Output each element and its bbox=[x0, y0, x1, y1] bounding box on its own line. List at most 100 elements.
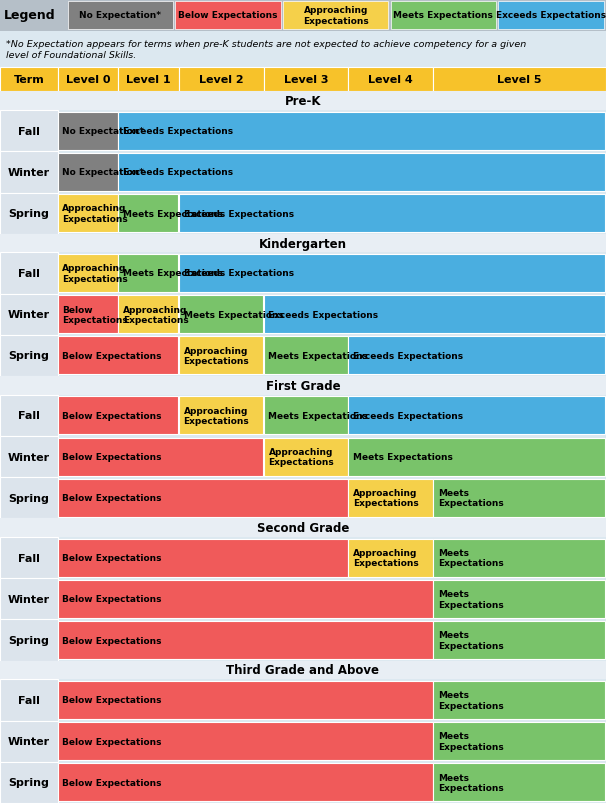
Text: Exceeds Expectations: Exceeds Expectations bbox=[184, 269, 294, 278]
FancyBboxPatch shape bbox=[433, 681, 605, 719]
Text: Exceeds Expectations: Exceeds Expectations bbox=[123, 168, 233, 177]
Text: Winter: Winter bbox=[8, 168, 50, 177]
Text: Meets Expectations: Meets Expectations bbox=[268, 411, 368, 420]
Text: Level 0: Level 0 bbox=[65, 75, 110, 85]
Text: Below Expectations: Below Expectations bbox=[62, 452, 162, 462]
Text: Approaching
Expectations: Approaching Expectations bbox=[184, 346, 249, 365]
FancyBboxPatch shape bbox=[0, 377, 606, 395]
FancyBboxPatch shape bbox=[0, 578, 58, 620]
FancyBboxPatch shape bbox=[0, 436, 58, 478]
FancyBboxPatch shape bbox=[179, 337, 263, 375]
FancyBboxPatch shape bbox=[283, 2, 388, 30]
FancyBboxPatch shape bbox=[264, 68, 348, 92]
FancyBboxPatch shape bbox=[58, 622, 433, 659]
Text: Fall: Fall bbox=[18, 127, 40, 137]
FancyBboxPatch shape bbox=[0, 111, 58, 152]
FancyBboxPatch shape bbox=[179, 195, 605, 233]
FancyBboxPatch shape bbox=[58, 539, 348, 577]
Text: Meets
Expectations: Meets Expectations bbox=[438, 772, 504, 792]
FancyBboxPatch shape bbox=[68, 2, 173, 30]
FancyBboxPatch shape bbox=[0, 294, 58, 336]
Text: Below
Expectations: Below Expectations bbox=[62, 305, 128, 324]
Text: Exceeds Expectations: Exceeds Expectations bbox=[353, 352, 464, 361]
FancyBboxPatch shape bbox=[58, 764, 433, 801]
FancyBboxPatch shape bbox=[0, 720, 58, 762]
FancyBboxPatch shape bbox=[0, 32, 606, 68]
Text: Meets Expectations: Meets Expectations bbox=[184, 310, 284, 320]
FancyBboxPatch shape bbox=[58, 153, 118, 192]
FancyBboxPatch shape bbox=[433, 764, 605, 801]
Text: Spring: Spring bbox=[8, 351, 49, 361]
FancyBboxPatch shape bbox=[348, 479, 433, 517]
Text: Approaching
Expectations: Approaching Expectations bbox=[123, 305, 188, 324]
FancyBboxPatch shape bbox=[0, 152, 58, 194]
FancyBboxPatch shape bbox=[0, 68, 58, 92]
FancyBboxPatch shape bbox=[58, 296, 118, 334]
Text: Meets
Expectations: Meets Expectations bbox=[438, 630, 504, 650]
Text: Term: Term bbox=[13, 75, 44, 85]
FancyBboxPatch shape bbox=[58, 397, 178, 434]
FancyBboxPatch shape bbox=[433, 622, 605, 659]
FancyBboxPatch shape bbox=[0, 478, 58, 519]
FancyBboxPatch shape bbox=[58, 112, 118, 150]
Text: Approaching
Expectations: Approaching Expectations bbox=[268, 447, 334, 467]
Text: Approaching
Expectations: Approaching Expectations bbox=[62, 204, 128, 223]
FancyBboxPatch shape bbox=[348, 397, 605, 434]
FancyBboxPatch shape bbox=[0, 537, 58, 578]
Text: Approaching
Expectations: Approaching Expectations bbox=[184, 406, 249, 426]
FancyBboxPatch shape bbox=[58, 580, 433, 618]
Text: Second Grade: Second Grade bbox=[257, 521, 349, 535]
FancyBboxPatch shape bbox=[0, 253, 58, 294]
FancyBboxPatch shape bbox=[264, 337, 348, 375]
Text: Fall: Fall bbox=[18, 411, 40, 421]
FancyBboxPatch shape bbox=[179, 296, 263, 334]
FancyBboxPatch shape bbox=[391, 2, 496, 30]
FancyBboxPatch shape bbox=[58, 68, 118, 92]
FancyBboxPatch shape bbox=[264, 397, 348, 434]
Text: Below Expectations: Below Expectations bbox=[62, 352, 162, 361]
Text: Level 5: Level 5 bbox=[498, 75, 542, 85]
Text: No Expectation*: No Expectation* bbox=[62, 168, 144, 177]
Text: Fall: Fall bbox=[18, 553, 40, 563]
Text: Below Expectations: Below Expectations bbox=[62, 553, 162, 562]
FancyBboxPatch shape bbox=[0, 336, 58, 377]
FancyBboxPatch shape bbox=[264, 438, 348, 476]
Text: Below Expectations: Below Expectations bbox=[62, 736, 162, 746]
Text: Kindergarten: Kindergarten bbox=[259, 237, 347, 251]
Text: Below Expectations: Below Expectations bbox=[62, 695, 162, 704]
FancyBboxPatch shape bbox=[264, 296, 605, 334]
FancyBboxPatch shape bbox=[58, 195, 118, 233]
Text: Pre-K: Pre-K bbox=[285, 95, 321, 108]
FancyBboxPatch shape bbox=[348, 539, 433, 577]
FancyBboxPatch shape bbox=[0, 194, 58, 234]
Text: Spring: Spring bbox=[8, 209, 49, 219]
FancyBboxPatch shape bbox=[58, 337, 178, 375]
Text: Winter: Winter bbox=[8, 310, 50, 320]
Text: First Grade: First Grade bbox=[265, 379, 341, 393]
FancyBboxPatch shape bbox=[179, 397, 263, 434]
FancyBboxPatch shape bbox=[58, 722, 433, 760]
Text: Spring: Spring bbox=[8, 777, 49, 788]
Text: Approaching
Expectations: Approaching Expectations bbox=[353, 548, 419, 568]
FancyBboxPatch shape bbox=[179, 68, 264, 92]
FancyBboxPatch shape bbox=[118, 195, 178, 233]
Text: Meets Expectations: Meets Expectations bbox=[393, 11, 493, 20]
Text: Fall: Fall bbox=[18, 269, 40, 279]
Text: Meets
Expectations: Meets Expectations bbox=[438, 691, 504, 710]
Text: Meets Expectations: Meets Expectations bbox=[353, 452, 453, 462]
FancyBboxPatch shape bbox=[176, 2, 281, 30]
FancyBboxPatch shape bbox=[0, 661, 606, 679]
FancyBboxPatch shape bbox=[498, 2, 604, 30]
FancyBboxPatch shape bbox=[433, 479, 605, 517]
Text: Meets
Expectations: Meets Expectations bbox=[438, 589, 504, 609]
FancyBboxPatch shape bbox=[348, 438, 605, 476]
FancyBboxPatch shape bbox=[0, 519, 606, 537]
Text: Winter: Winter bbox=[8, 736, 50, 746]
Text: Below Expectations: Below Expectations bbox=[62, 594, 162, 604]
Text: *No Expectation appears for terms when pre-K students are not expected to achiev: *No Expectation appears for terms when p… bbox=[6, 40, 526, 60]
FancyBboxPatch shape bbox=[118, 153, 605, 192]
FancyBboxPatch shape bbox=[433, 539, 605, 577]
FancyBboxPatch shape bbox=[0, 620, 58, 661]
Text: Below Expectations: Below Expectations bbox=[62, 411, 162, 420]
FancyBboxPatch shape bbox=[118, 112, 605, 150]
